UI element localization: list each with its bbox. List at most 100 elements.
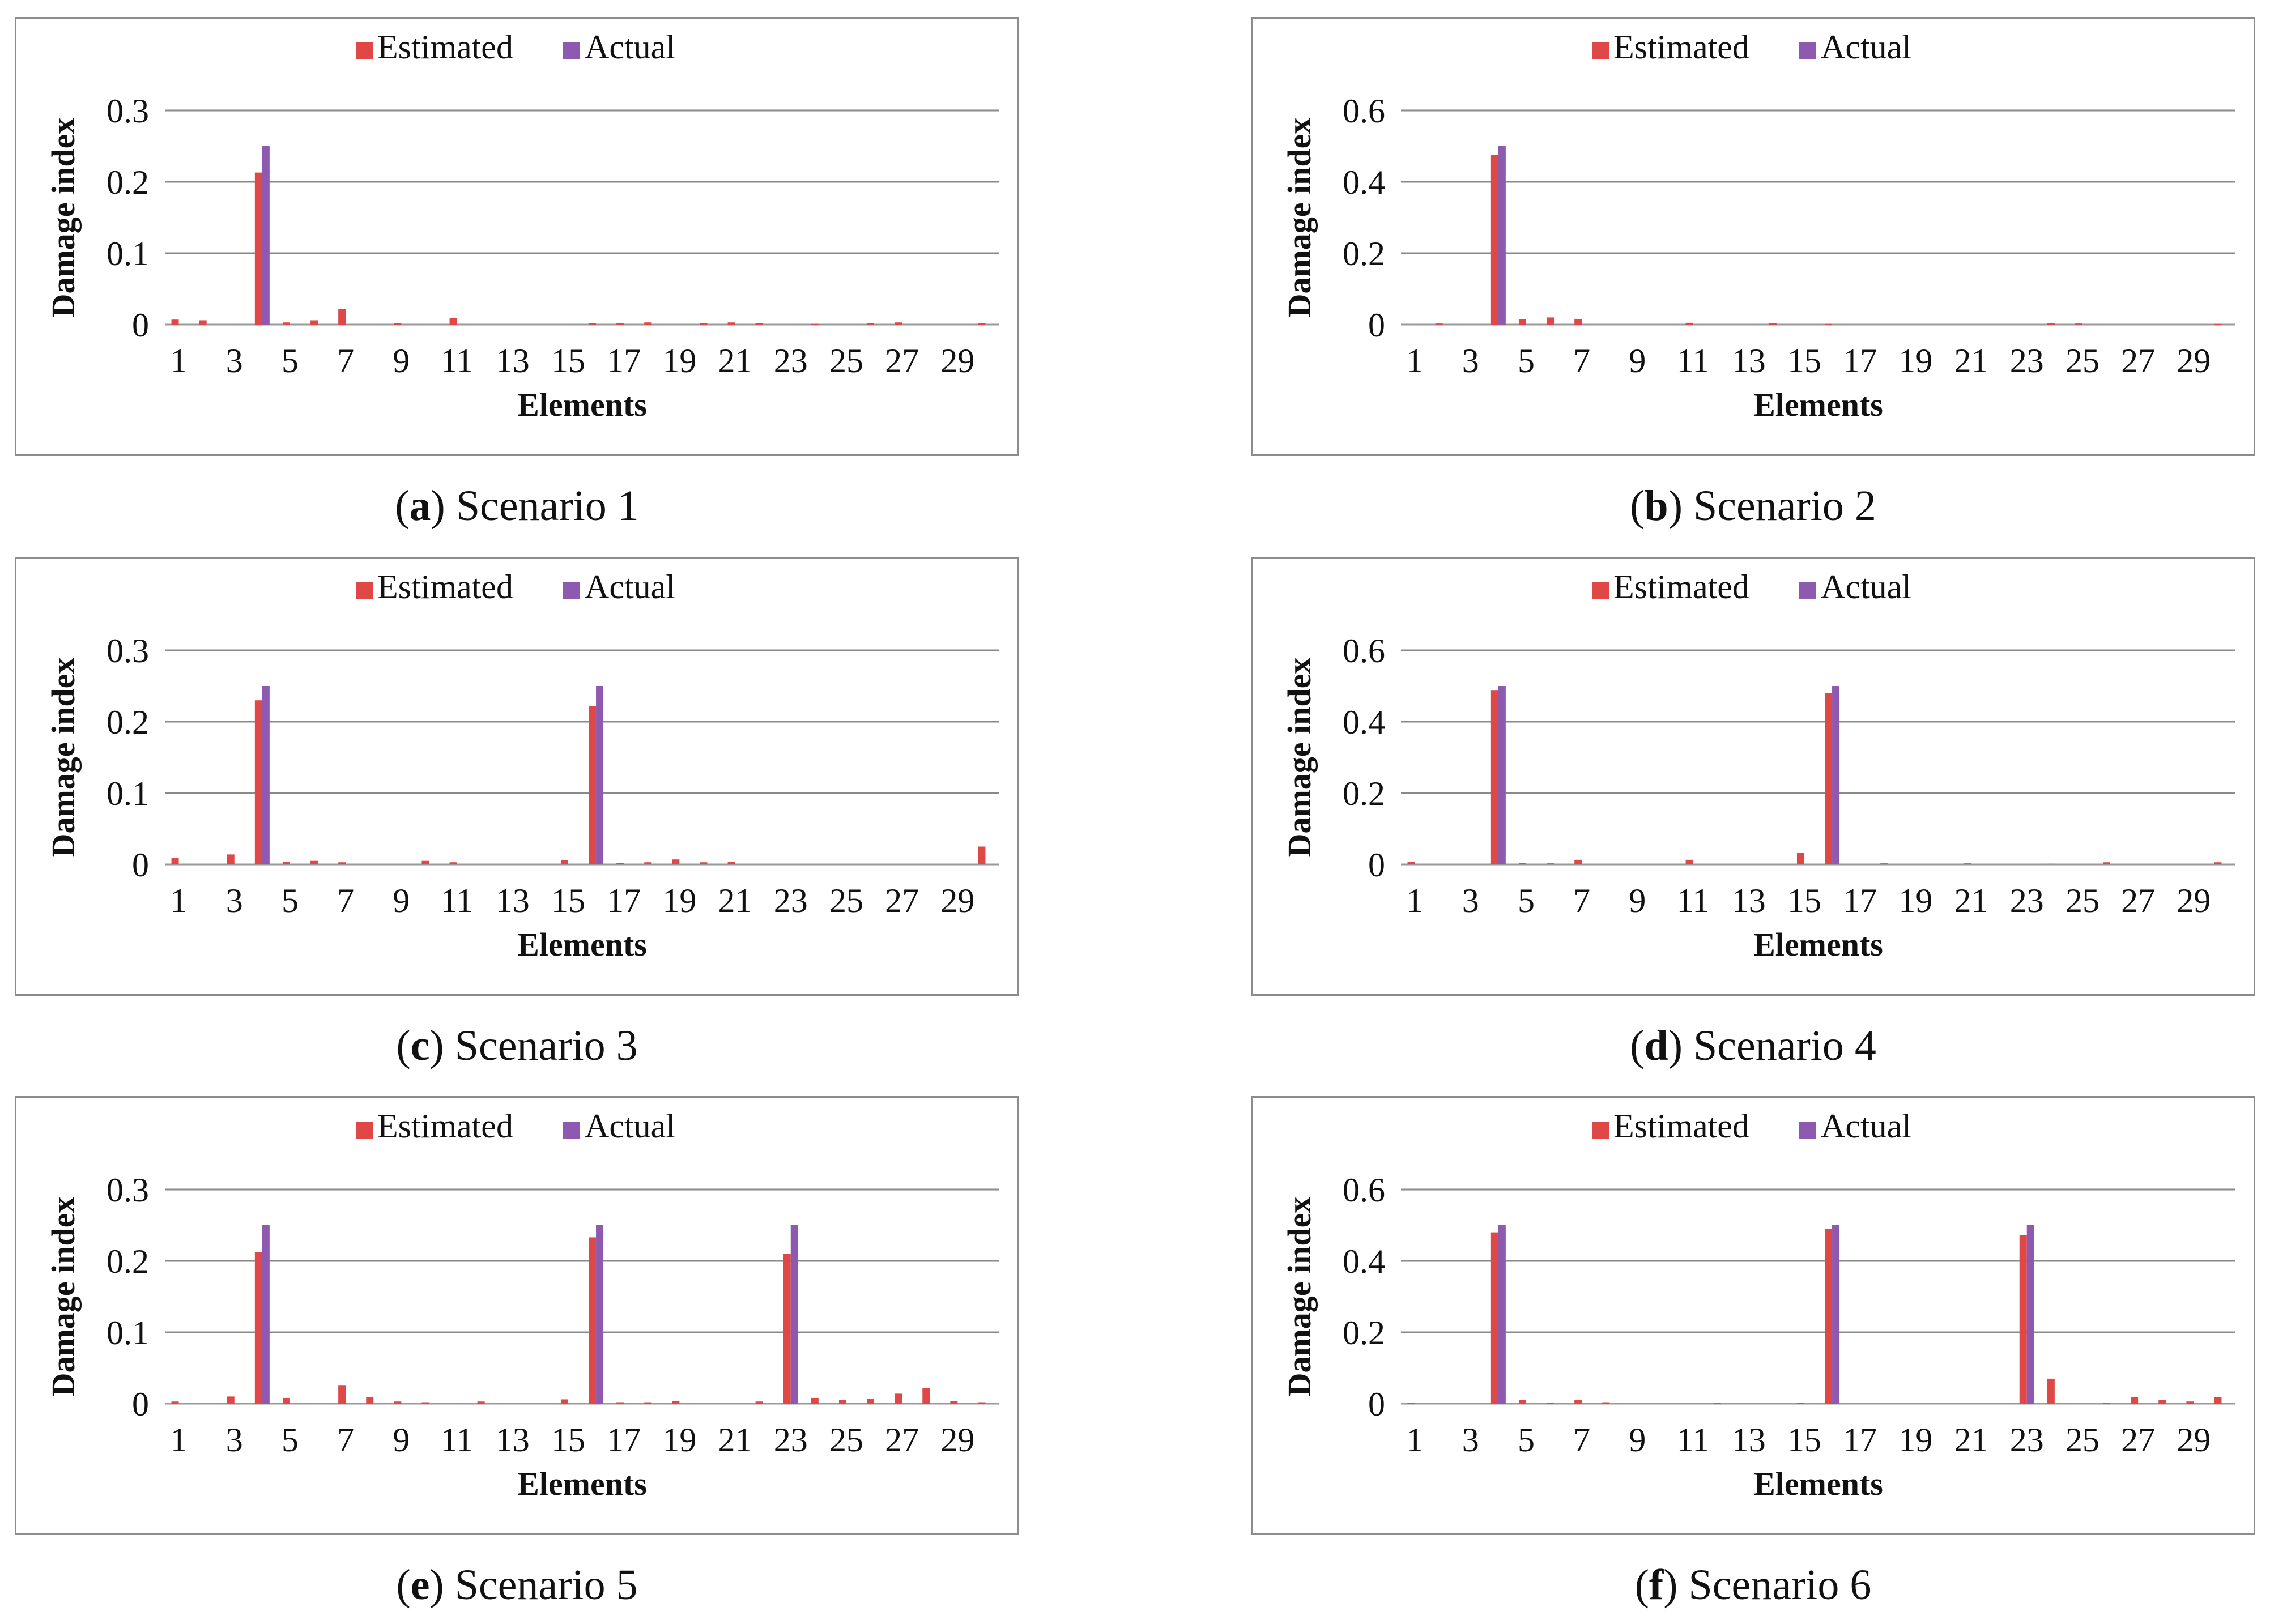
x-axis-title: Elements: [1753, 1465, 1883, 1502]
bar-actual: [1498, 1225, 1506, 1404]
x-tick-label: 1: [1407, 342, 1424, 380]
y-tick-label: 0.1: [107, 775, 149, 812]
legend: Estimated Actual: [356, 568, 675, 606]
chart-panel-b: Estimated Actual 0 0.2 0.4 0.6 1 3 5 7 9 11 13 15 17 19…: [1251, 17, 2255, 538]
bar-estimated: [421, 1402, 429, 1404]
y-tick-label: 0: [132, 1386, 149, 1423]
x-tick-label: 1: [1407, 882, 1424, 919]
x-tick-label: 17: [607, 342, 641, 380]
bar-actual: [262, 146, 270, 325]
x-tick-label: 9: [393, 1421, 410, 1459]
x-tick-label: 19: [1898, 342, 1932, 380]
legend-swatch-estimated: [356, 582, 373, 599]
y-axis-title: Damage index: [1281, 1197, 1318, 1397]
caption-letter: d: [1644, 1022, 1668, 1069]
x-tick-label: 13: [496, 342, 530, 380]
legend-label-estimated: Estimated: [1613, 568, 1749, 606]
chart-panel-e: Estimated Actual 0 0.1 0.2 0.3 1 3 5 7 9 11 13 15 17 19…: [15, 1096, 1019, 1617]
legend-label-estimated: Estimated: [377, 1107, 513, 1145]
x-tick-label: 17: [607, 882, 641, 919]
chart-frame: Estimated Actual 0 0.1 0.2 0.3 1 3 5 7 9 11 13 15 17 19…: [15, 557, 1019, 996]
x-tick-label: 3: [1462, 1421, 1479, 1459]
x-tick-label: 11: [441, 342, 474, 380]
caption-letter: b: [1644, 482, 1668, 530]
x-tick-label: 5: [1518, 882, 1535, 919]
x-axis-title: Elements: [1753, 386, 1883, 423]
x-tick-label: 7: [337, 342, 354, 380]
bar-estimated: [394, 1401, 402, 1404]
bar-estimated: [1602, 1402, 1610, 1404]
x-tick-label: 25: [2065, 882, 2099, 919]
x-tick-label: 15: [1787, 342, 1821, 380]
x-tick-label: 15: [1787, 1421, 1821, 1459]
bar-estimated: [755, 1401, 763, 1404]
caption-title: Scenario 3: [454, 1022, 638, 1069]
x-tick-label: 7: [337, 882, 354, 919]
bar-estimated: [727, 322, 735, 325]
bar-estimated: [1407, 1403, 1415, 1404]
legend-swatch-actual: [1799, 582, 1816, 599]
x-tick-label: 5: [282, 882, 299, 919]
bar-estimated: [560, 860, 568, 864]
chart-caption: (f) Scenario 6: [1634, 1561, 1872, 1609]
x-tick-label: 27: [885, 1421, 919, 1459]
bar-actual: [262, 1225, 270, 1404]
x-tick-label: 1: [171, 342, 188, 380]
x-axis-title: Elements: [517, 386, 647, 423]
bar-estimated: [589, 1237, 597, 1404]
bar-estimated: [895, 1393, 902, 1404]
chart-frame: Estimated Actual 0 0.2 0.4 0.6 1 3 5 7 9 11 13 15 17 19…: [1251, 17, 2255, 456]
x-tick-label: 27: [2121, 1421, 2155, 1459]
legend-label-actual: Actual: [585, 568, 675, 606]
legend-label-actual: Actual: [1821, 568, 1911, 606]
caption-title: Scenario 6: [1688, 1561, 1872, 1609]
chart-panel-c: Estimated Actual 0 0.1 0.2 0.3 1 3 5 7 9 11 13 15 17 19…: [15, 557, 1019, 1078]
bar-estimated: [1880, 863, 1888, 864]
x-tick-label: 11: [1677, 882, 1710, 919]
x-tick-label: 29: [2177, 1421, 2211, 1459]
bar-estimated: [1964, 863, 1971, 864]
x-tick-label: 9: [393, 342, 410, 380]
legend-swatch-actual: [563, 582, 580, 599]
x-tick-label: 11: [1677, 1421, 1710, 1459]
bar-estimated: [616, 1402, 624, 1404]
legend-swatch-estimated: [356, 1122, 373, 1139]
bar-estimated: [727, 861, 735, 864]
bar-estimated: [1407, 861, 1415, 864]
bar-actual: [596, 1225, 604, 1404]
bar-estimated: [867, 323, 875, 325]
legend-swatch-actual: [1799, 1122, 1816, 1139]
x-tick-label: 25: [829, 1421, 863, 1459]
bar-estimated: [1685, 859, 1693, 864]
legend: Estimated Actual: [1592, 1107, 1911, 1145]
x-tick-label: 11: [1677, 342, 1710, 380]
bar-estimated: [1547, 863, 1554, 864]
bar-estimated: [171, 1401, 179, 1404]
bar-estimated: [282, 1397, 290, 1404]
caption-letter: c: [410, 1022, 430, 1069]
chart-caption: (e) Scenario 5: [396, 1561, 638, 1609]
legend: Estimated Actual: [356, 1107, 675, 1145]
legend-label-actual: Actual: [1821, 1107, 1911, 1145]
bar-estimated: [2214, 323, 2222, 325]
bar-estimated: [616, 323, 624, 325]
x-axis-title: Elements: [517, 1465, 647, 1502]
y-tick-label: 0.6: [1343, 1171, 1385, 1209]
chart-frame: Estimated Actual 0 0.2 0.4 0.6 1 3 5 7 9 11 13 15 17 19…: [1251, 557, 2255, 996]
y-axis-title: Damage index: [45, 118, 82, 318]
bar-estimated: [2103, 862, 2111, 864]
bar-estimated: [254, 700, 262, 864]
bar-estimated: [227, 854, 235, 864]
x-tick-label: 1: [171, 1421, 188, 1459]
bar-estimated: [1518, 863, 1526, 864]
x-tick-label: 15: [551, 342, 585, 380]
bar-estimated: [978, 846, 986, 864]
x-tick-label: 13: [1732, 1421, 1766, 1459]
bar-estimated: [1435, 323, 1443, 325]
legend-label-actual: Actual: [1821, 28, 1911, 66]
legend-label-actual: Actual: [585, 28, 675, 66]
chart-panel-d: Estimated Actual 0 0.2 0.4 0.6 1 3 5 7 9 11 13 15 17 19…: [1251, 557, 2255, 1078]
bar-actual: [262, 686, 270, 864]
